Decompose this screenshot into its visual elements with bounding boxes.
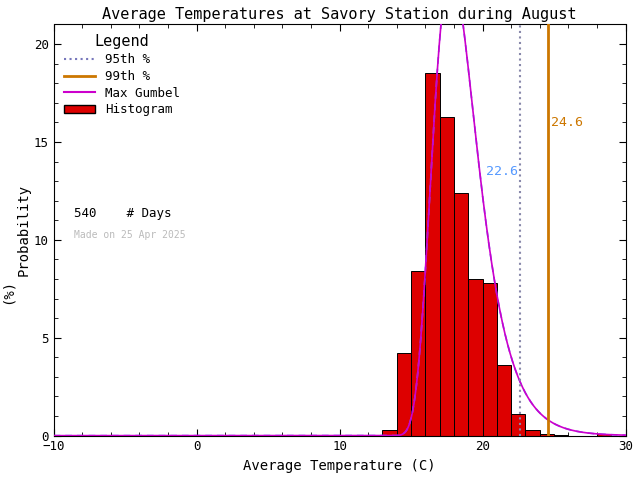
Bar	[383, 430, 397, 436]
Y-axis label: Probability: Probability	[17, 184, 31, 276]
Bar	[440, 117, 454, 436]
Bar	[454, 193, 468, 436]
Bar	[468, 279, 483, 436]
Bar	[397, 353, 411, 436]
Bar	[511, 414, 525, 436]
Bar	[525, 430, 540, 436]
Legend: 95th %, 99th %, Max Gumbel, Histogram: 95th %, 99th %, Max Gumbel, Histogram	[60, 31, 184, 120]
Bar	[426, 73, 440, 436]
Bar	[411, 271, 426, 436]
X-axis label: Average Temperature (C): Average Temperature (C)	[243, 459, 436, 473]
Text: 24.6: 24.6	[551, 116, 583, 129]
Bar	[497, 365, 511, 436]
Title: Average Temperatures at Savory Station during August: Average Temperatures at Savory Station d…	[102, 7, 577, 22]
Bar	[597, 434, 611, 436]
Text: (%): (%)	[1, 279, 15, 304]
Text: Made on 25 Apr 2025: Made on 25 Apr 2025	[74, 230, 185, 240]
Bar	[540, 434, 554, 436]
Text: 540    # Days: 540 # Days	[74, 207, 171, 220]
Bar	[483, 283, 497, 436]
Text: 22.6: 22.6	[486, 165, 518, 178]
